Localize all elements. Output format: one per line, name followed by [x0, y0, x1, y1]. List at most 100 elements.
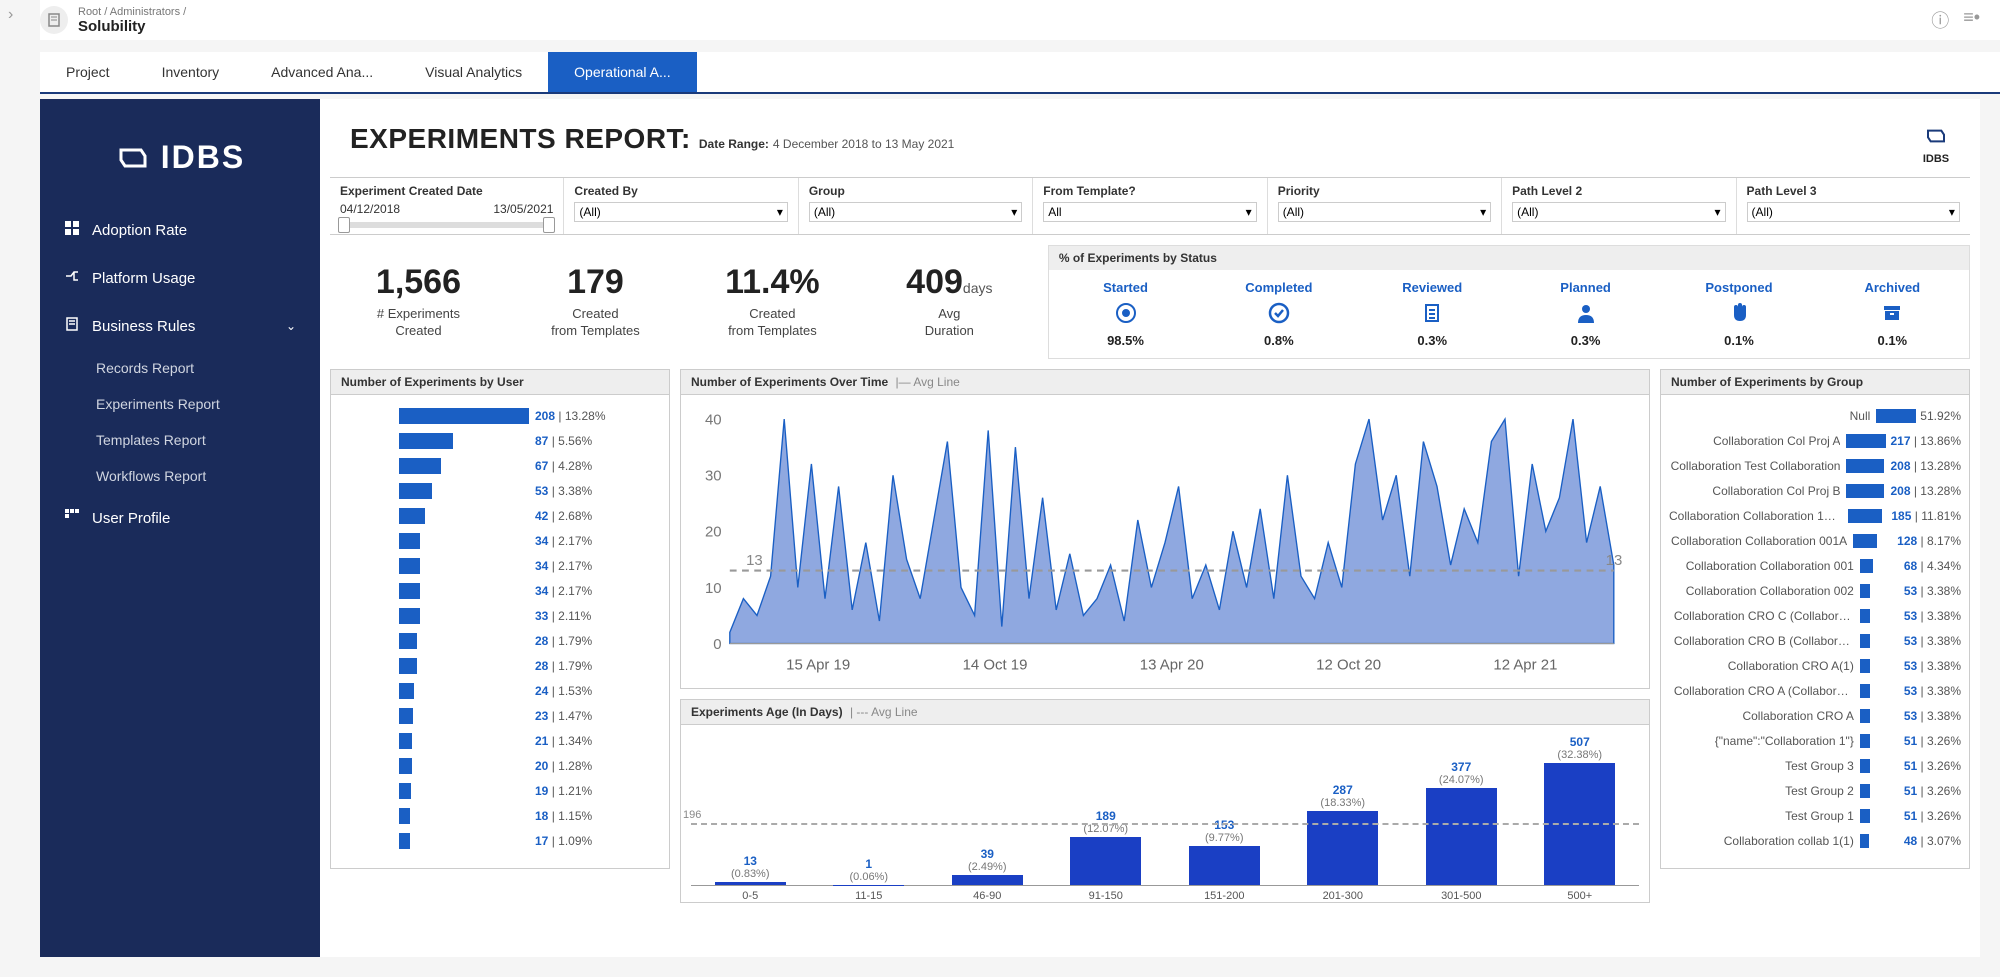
group-bar-row[interactable]: Collaboration Col Proj A217 | 13.86% [1669, 428, 1961, 453]
group-bar-row[interactable]: Collaboration collab 1(1)48 | 3.07% [1669, 828, 1961, 853]
group-bar-row[interactable]: Collaboration Collaboration 00253 | 3.38… [1669, 578, 1961, 603]
age-bar[interactable]: 153(9.77%) [1165, 735, 1284, 885]
group-bar-row[interactable]: Test Group 351 | 3.26% [1669, 753, 1961, 778]
group-bar-row[interactable]: Collaboration Collaboration 001A128 | 8.… [1669, 528, 1961, 553]
svg-text:13 Apr 20: 13 Apr 20 [1140, 656, 1204, 673]
nav-sub-templates-report[interactable]: Templates Report [40, 422, 320, 458]
age-bar[interactable]: 507(32.38%) [1521, 735, 1640, 885]
filter-select[interactable]: (All)▾ [574, 202, 787, 222]
group-bar-row[interactable]: Collaboration Test Collaboration208 | 13… [1669, 453, 1961, 478]
user-bar-row[interactable]: 53 | 3.38% [339, 478, 661, 503]
tab-advanced-ana-[interactable]: Advanced Ana... [245, 52, 399, 92]
user-bar-row[interactable]: 208 | 13.28% [339, 403, 661, 428]
status-archived[interactable]: Archived0.1% [1816, 280, 1969, 348]
user-bar-row[interactable]: 21 | 1.34% [339, 728, 661, 753]
svg-text:30: 30 [705, 468, 722, 485]
user-bar-row[interactable]: 23 | 1.47% [339, 703, 661, 728]
age-bar[interactable]: 287(18.33%) [1284, 735, 1403, 885]
user-bar-row[interactable]: 67 | 4.28% [339, 453, 661, 478]
main: EXPERIMENTS REPORT: Date Range: 4 Decemb… [320, 99, 1980, 957]
svg-text:14 Oct 19: 14 Oct 19 [963, 656, 1028, 673]
age-bar[interactable]: 39(2.49%) [928, 735, 1047, 885]
dropdown-icon: ▾ [777, 205, 783, 219]
filter-select[interactable]: (All)▾ [1747, 202, 1960, 222]
group-bar-row[interactable]: Test Group 151 | 3.26% [1669, 803, 1961, 828]
user-bar-row[interactable]: 42 | 2.68% [339, 503, 661, 528]
filter-select[interactable]: (All)▾ [809, 202, 1022, 222]
user-bar-row[interactable]: 28 | 1.79% [339, 628, 661, 653]
filter-from-template-: From Template?All▾ [1033, 178, 1267, 234]
nav-sub-records-report[interactable]: Records Report [40, 350, 320, 386]
expand-toggle[interactable]: › [8, 6, 13, 24]
tab-visual-analytics[interactable]: Visual Analytics [399, 52, 548, 92]
dropdown-icon: ▾ [1480, 205, 1486, 219]
age-bar[interactable]: 13(0.83%) [691, 735, 810, 885]
group-bar-row[interactable]: Collaboration Col Proj B208 | 13.28% [1669, 478, 1961, 503]
user-bar-row[interactable]: 18 | 1.15% [339, 803, 661, 828]
user-bar-row[interactable]: 17 | 1.09% [339, 828, 661, 853]
age-bar[interactable]: 189(12.07%) [1047, 735, 1166, 885]
filter-path-level-: Path Level 3(All)▾ [1737, 178, 1970, 234]
group-bar-row[interactable]: Null51.92% [1669, 403, 1961, 428]
group-bar-row[interactable]: Collaboration CRO C (Collaborati...53 | … [1669, 603, 1961, 628]
group-bar-row[interactable]: {"name":"Collaboration 1"}51 | 3.26% [1669, 728, 1961, 753]
svg-text:10: 10 [705, 580, 722, 597]
dropdown-icon: ▾ [1949, 205, 1955, 219]
brand-right: IDBS [1922, 124, 1950, 165]
age-bar[interactable]: 1(0.06%) [810, 735, 929, 885]
user-bar-row[interactable]: 19 | 1.21% [339, 778, 661, 803]
tab-project[interactable]: Project [40, 52, 136, 92]
date-slider[interactable] [340, 222, 553, 228]
grid-icon [64, 220, 80, 240]
filter-select[interactable]: (All)▾ [1512, 202, 1725, 222]
group-bar-row[interactable]: Collaboration CRO A53 | 3.38% [1669, 703, 1961, 728]
filter-select[interactable]: All▾ [1043, 202, 1256, 222]
filter-path-level-: Path Level 2(All)▾ [1502, 178, 1736, 234]
group-bar-row[interactable]: Collaboration Collaboration 00168 | 4.34… [1669, 553, 1961, 578]
menu-icon[interactable]: ≡• [1963, 7, 1980, 33]
tabs: ProjectInventoryAdvanced Ana...Visual An… [40, 52, 2000, 94]
page-title: Solubility [78, 18, 186, 35]
nav-user-profile[interactable]: User Profile [40, 494, 320, 542]
status-reviewed[interactable]: Reviewed0.3% [1356, 280, 1509, 348]
kpi: 1,566# ExperimentsCreated [330, 245, 507, 359]
user-icon [64, 508, 80, 528]
age-bar[interactable]: 377(24.07%) [1402, 735, 1521, 885]
nav-adoption-rate[interactable]: Adoption Rate [40, 206, 320, 254]
svg-text:0: 0 [713, 636, 721, 653]
status-postponed[interactable]: Postponed0.1% [1662, 280, 1815, 348]
group-bar-row[interactable]: Collaboration CRO A(1)53 | 3.38% [1669, 653, 1961, 678]
user-bar-row[interactable]: 87 | 5.56% [339, 428, 661, 453]
user-bar-row[interactable]: 34 | 2.17% [339, 528, 661, 553]
user-bar-row[interactable]: 33 | 2.11% [339, 603, 661, 628]
breadcrumb[interactable]: Root / Administrators / [78, 6, 186, 18]
filter-group: Group(All)▾ [799, 178, 1033, 234]
user-bar-row[interactable]: 34 | 2.17% [339, 578, 661, 603]
group-bar-row[interactable]: Test Group 251 | 3.26% [1669, 778, 1961, 803]
user-bar-row[interactable]: 24 | 1.53% [339, 678, 661, 703]
tab-inventory[interactable]: Inventory [136, 52, 246, 92]
filter-select[interactable]: (All)▾ [1278, 202, 1491, 222]
status-started[interactable]: Started98.5% [1049, 280, 1202, 348]
user-bar-row[interactable]: 28 | 1.79% [339, 653, 661, 678]
status-completed[interactable]: Completed0.8% [1202, 280, 1355, 348]
svg-text:20: 20 [705, 524, 722, 541]
group-bar-row[interactable]: Collaboration CRO B (Collaborati...53 | … [1669, 628, 1961, 653]
tab-operational-a-[interactable]: Operational A... [548, 52, 697, 92]
svg-text:15 Apr 19: 15 Apr 19 [786, 656, 850, 673]
group-bar-row[interactable]: Collaboration CRO A (Collaborati...53 | … [1669, 678, 1961, 703]
age-bar-chart: 19613(0.83%)1(0.06%)39(2.49%)189(12.07%)… [681, 725, 1649, 885]
nav-sub-workflows-report[interactable]: Workflows Report [40, 458, 320, 494]
info-icon[interactable]: ⓘ [1931, 7, 1949, 33]
logo: IDBS [40, 99, 320, 206]
user-bar-row[interactable]: 34 | 2.17% [339, 553, 661, 578]
nav-sub-experiments-report[interactable]: Experiments Report [40, 386, 320, 422]
date-range-label: Date Range: [699, 137, 769, 151]
user-bar-row[interactable]: 20 | 1.28% [339, 753, 661, 778]
group-bar-row[interactable]: Collaboration Collaboration 1A(1)185 | 1… [1669, 503, 1961, 528]
user-chart-title: Number of Experiments by User [331, 370, 669, 395]
status-planned[interactable]: Planned0.3% [1509, 280, 1662, 348]
nav-business-rules[interactable]: Business Rules⌄ [40, 302, 320, 350]
nav-platform-usage[interactable]: Platform Usage [40, 254, 320, 302]
group-chart-title: Number of Experiments by Group [1661, 370, 1969, 395]
